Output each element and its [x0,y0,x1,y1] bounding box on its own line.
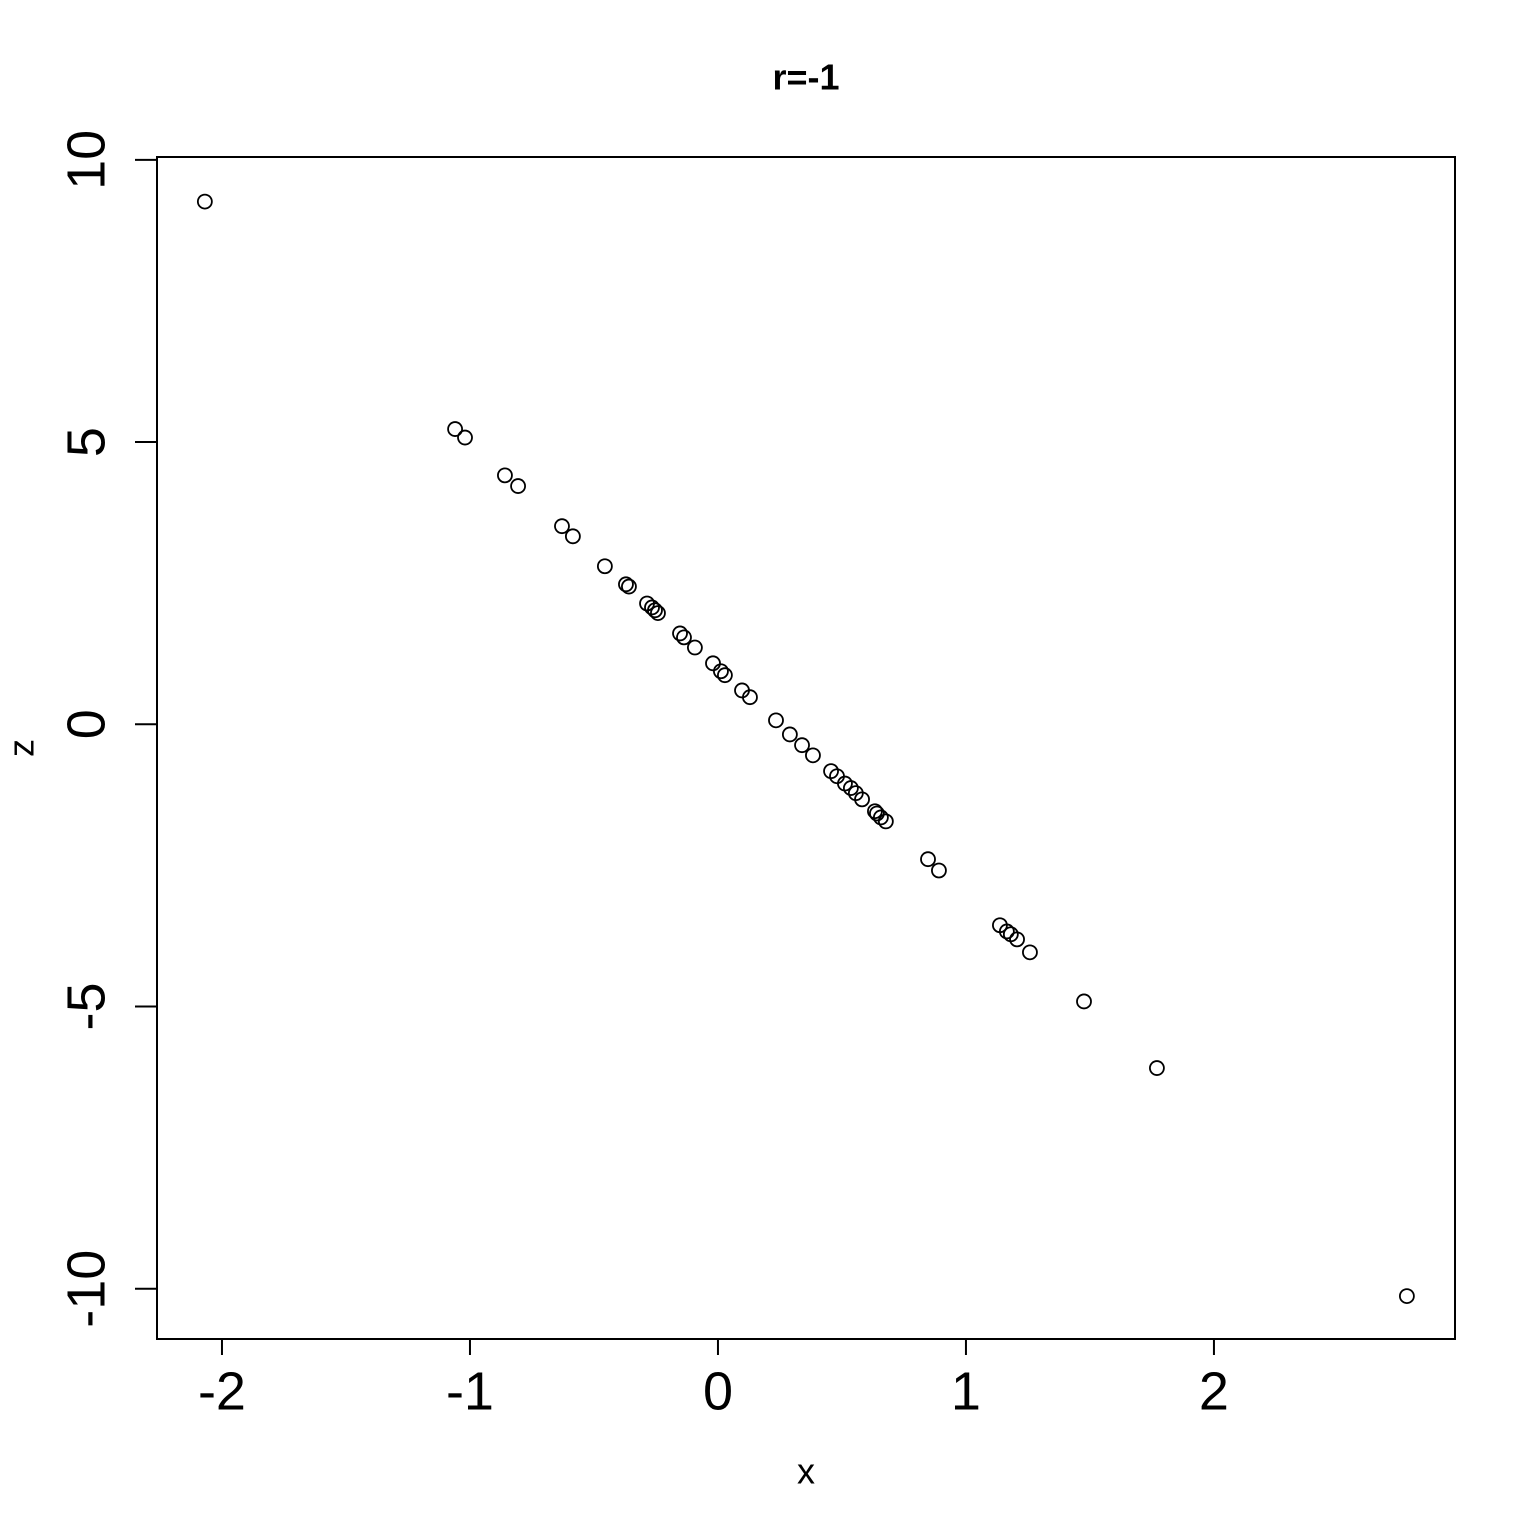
point [998,923,1015,940]
plot-frame [156,156,1456,1340]
point [497,467,513,484]
point [621,578,637,595]
point [564,528,581,545]
point [457,429,473,446]
point [805,747,821,764]
x-tick-label: 1 [951,1361,981,1421]
y-tick-label: 5 [56,427,116,457]
point [510,478,526,494]
point [196,193,213,210]
point [920,851,936,868]
point [794,737,810,754]
point [676,629,692,646]
point [647,602,663,619]
point [869,805,885,822]
point [650,605,666,621]
point [742,689,758,706]
y-tick-label: -10 [56,1250,116,1328]
point [672,625,688,642]
x-tick-label: 0 [703,1361,733,1421]
chart-title: r=-1 [772,57,839,98]
y-tick-label: 0 [56,709,116,739]
point [713,663,729,680]
point [842,780,859,796]
point [877,813,894,830]
y-tick-label: -5 [56,983,116,1031]
point [1022,944,1038,961]
point [1398,1288,1415,1305]
point [931,862,947,879]
x-tick-label: 2 [1199,1361,1229,1421]
point [554,518,570,535]
point [872,809,889,826]
point [705,655,721,672]
x-tick-label: -1 [446,1361,494,1421]
y-axis-label: z [1,739,42,757]
point [1076,993,1092,1010]
point [854,791,870,808]
point [781,726,798,743]
point [686,639,703,656]
point [644,599,660,616]
point [1009,931,1025,948]
point [1149,1060,1165,1076]
point [768,712,784,729]
y-tick-label: 10 [56,130,116,190]
point [596,558,613,575]
x-tick-label: -2 [198,1361,246,1421]
point [717,667,733,684]
point [618,576,634,593]
x-axis-label: x [797,1451,815,1492]
point [447,421,463,437]
